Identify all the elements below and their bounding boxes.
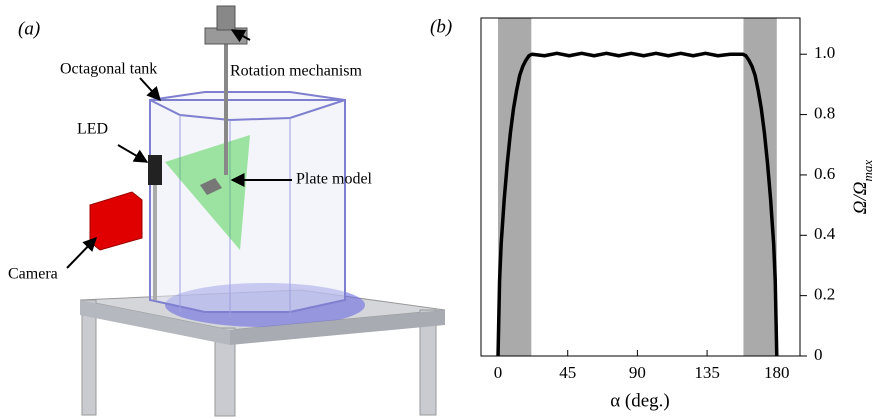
y-axis-label: Ω/Ωmax <box>850 160 875 215</box>
label: LED <box>77 121 108 138</box>
panel-label: (b) <box>430 16 452 37</box>
x-tick-label: 135 <box>694 363 720 382</box>
x-tick-label: 45 <box>559 363 576 382</box>
data-line <box>496 51 779 357</box>
tank <box>149 91 346 313</box>
x-tick-label: 0 <box>494 363 503 382</box>
plate <box>200 178 222 195</box>
x-tick-label: 90 <box>629 363 646 382</box>
shaded-region <box>743 18 777 356</box>
y-tick-label: 0.6 <box>814 164 835 183</box>
leg <box>214 327 236 417</box>
leg <box>419 309 437 416</box>
label: Octagonal tank <box>60 61 157 78</box>
leg <box>81 299 97 416</box>
y-tick-label: 0.4 <box>814 224 836 243</box>
plot: 0 45 90 135 180 0 0.2 0.4 0.6 0.8 1.0 <box>480 17 836 382</box>
panel-label: (a) <box>18 18 40 39</box>
y-tick-label: 0.2 <box>814 285 835 304</box>
y-tick-label: 0 <box>814 345 823 364</box>
shaded-region <box>498 18 532 356</box>
label: Plate model <box>296 171 373 188</box>
tank-rim <box>149 99 346 122</box>
label: Camera <box>8 266 58 283</box>
arrow <box>117 144 149 163</box>
y-tick-label: 0.8 <box>814 103 835 122</box>
x-tick-label: 180 <box>764 363 790 382</box>
y-tick-label: 1.0 <box>814 43 835 62</box>
motor <box>216 5 236 31</box>
label: Rotation mechanism <box>230 63 363 80</box>
y-axis-label-main: Ω/Ω <box>850 181 871 214</box>
arrow <box>66 236 97 269</box>
camera <box>89 191 143 251</box>
x-axis-label: α (deg.) <box>610 390 670 411</box>
led <box>148 155 162 185</box>
frame-side <box>80 300 230 345</box>
arrow <box>139 77 161 102</box>
arrow <box>230 29 251 43</box>
setup-drawing <box>66 5 446 417</box>
frame-side <box>230 310 445 345</box>
axes-frame <box>480 17 801 357</box>
y-axis-label-sub: max <box>860 160 875 182</box>
